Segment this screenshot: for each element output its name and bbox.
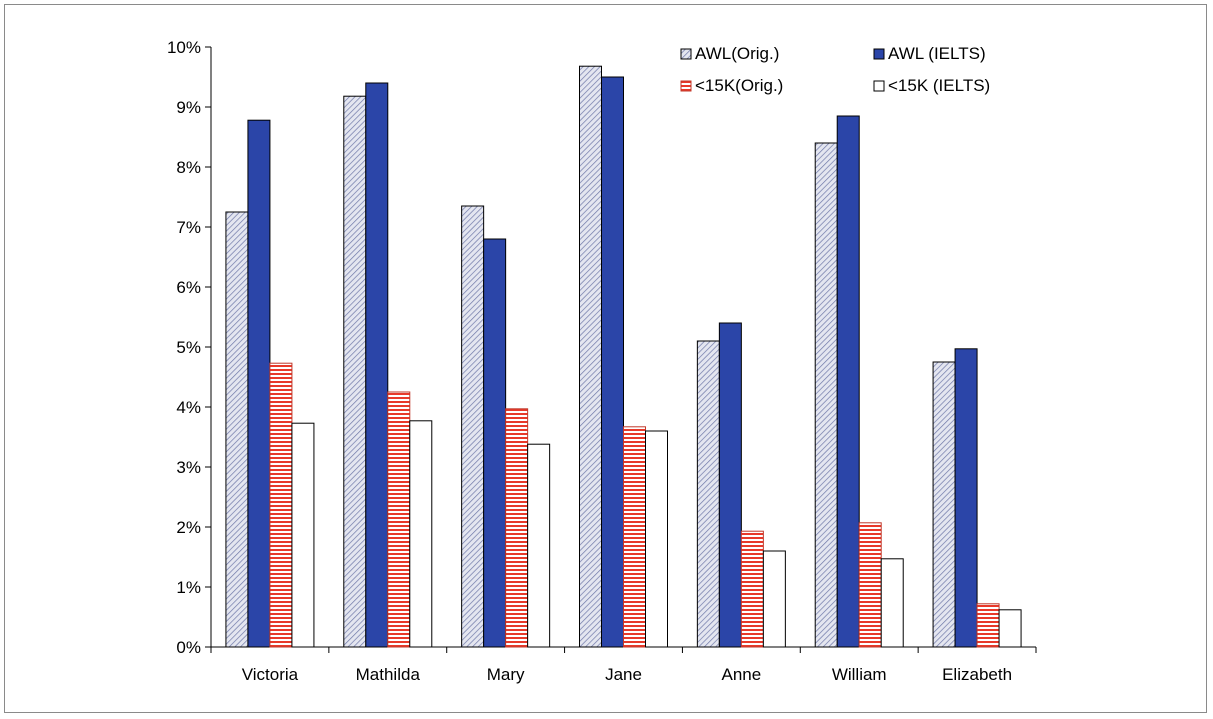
bar-awl-ielts-william xyxy=(836,115,860,648)
y-tick-label: 7% xyxy=(176,218,201,237)
bar-15k-orig-victoria xyxy=(269,362,293,648)
bar-15k-ielts-william xyxy=(880,558,904,648)
x-tick-label: Jane xyxy=(605,665,642,684)
bar-chart: 0% 1% 2% 3% 4% 5% 6% 7% 8% 9% 10% Victoria Mathilda M… xyxy=(167,38,1037,684)
legend-label: AWL(Orig.) xyxy=(695,44,779,63)
y-tick-label: 1% xyxy=(176,578,201,597)
bar-15k-orig-anne xyxy=(740,530,764,648)
bars-group xyxy=(225,65,1022,648)
y-tick-label: 6% xyxy=(176,278,201,297)
bar-15k-orig-mary xyxy=(505,408,529,648)
legend-swatch xyxy=(873,80,885,92)
legend-label: <15K(Orig.) xyxy=(695,76,783,95)
legend: AWL(Orig.) AWL (IELTS) <15K(Orig.) <15K (IE… xyxy=(680,44,990,95)
legend-swatch xyxy=(680,80,692,92)
bar-15k-orig-jane xyxy=(623,426,646,648)
x-tick-label: Elizabeth xyxy=(942,665,1012,684)
y-tick-label: 8% xyxy=(176,158,201,177)
legend-swatch xyxy=(680,48,692,60)
bar-awl-orig-mary xyxy=(461,205,485,648)
bar-awl-ielts-jane xyxy=(601,76,624,648)
bar-15k-ielts-elizabeth xyxy=(998,609,1022,648)
legend-label: <15K (IELTS) xyxy=(888,76,990,95)
bar-15k-ielts-mathilda xyxy=(409,420,433,648)
bar-15k-ielts-victoria xyxy=(291,422,315,648)
x-tick-label: Mary xyxy=(487,665,525,684)
bar-awl-orig-victoria xyxy=(225,211,249,648)
bar-awl-orig-elizabeth xyxy=(932,361,956,648)
bar-15k-ielts-jane xyxy=(645,430,668,648)
bar-awl-ielts-anne xyxy=(718,322,742,648)
bar-awl-ielts-mathilda xyxy=(365,82,389,648)
y-tick-label: 4% xyxy=(176,398,201,417)
y-tick-label: 0% xyxy=(176,638,201,657)
bar-awl-orig-anne xyxy=(696,340,720,648)
bar-15k-orig-william xyxy=(858,522,882,648)
bar-15k-ielts-anne xyxy=(762,550,786,648)
y-tick-label: 3% xyxy=(176,458,201,477)
bar-15k-orig-mathilda xyxy=(387,391,411,648)
legend-label: AWL (IELTS) xyxy=(888,44,986,63)
bar-awl-ielts-mary xyxy=(483,238,507,648)
bar-awl-ielts-elizabeth xyxy=(954,348,978,648)
axes: 0% 1% 2% 3% 4% 5% 6% 7% 8% 9% 10% Victoria Mathilda M… xyxy=(167,38,1037,684)
bar-awl-ielts-victoria xyxy=(247,119,271,648)
y-tick-label: 5% xyxy=(176,338,201,357)
x-tick-label: Anne xyxy=(722,665,762,684)
bar-15k-ielts-mary xyxy=(527,443,551,648)
bar-awl-orig-william xyxy=(814,142,838,648)
x-tick-label: William xyxy=(832,665,887,684)
bar-awl-orig-mathilda xyxy=(343,95,367,648)
legend-swatch xyxy=(873,48,885,60)
y-tick-label: 10% xyxy=(167,38,201,57)
bar-awl-orig-jane xyxy=(579,65,602,648)
y-tick-label: 2% xyxy=(176,518,201,537)
x-tick-label: Mathilda xyxy=(356,665,421,684)
figure-frame: 0% 1% 2% 3% 4% 5% 6% 7% 8% 9% 10% Victoria Mathilda M… xyxy=(4,4,1207,713)
x-tick-label: Victoria xyxy=(242,665,299,684)
y-tick-label: 9% xyxy=(176,98,201,117)
bar-15k-orig-elizabeth xyxy=(976,603,1000,648)
